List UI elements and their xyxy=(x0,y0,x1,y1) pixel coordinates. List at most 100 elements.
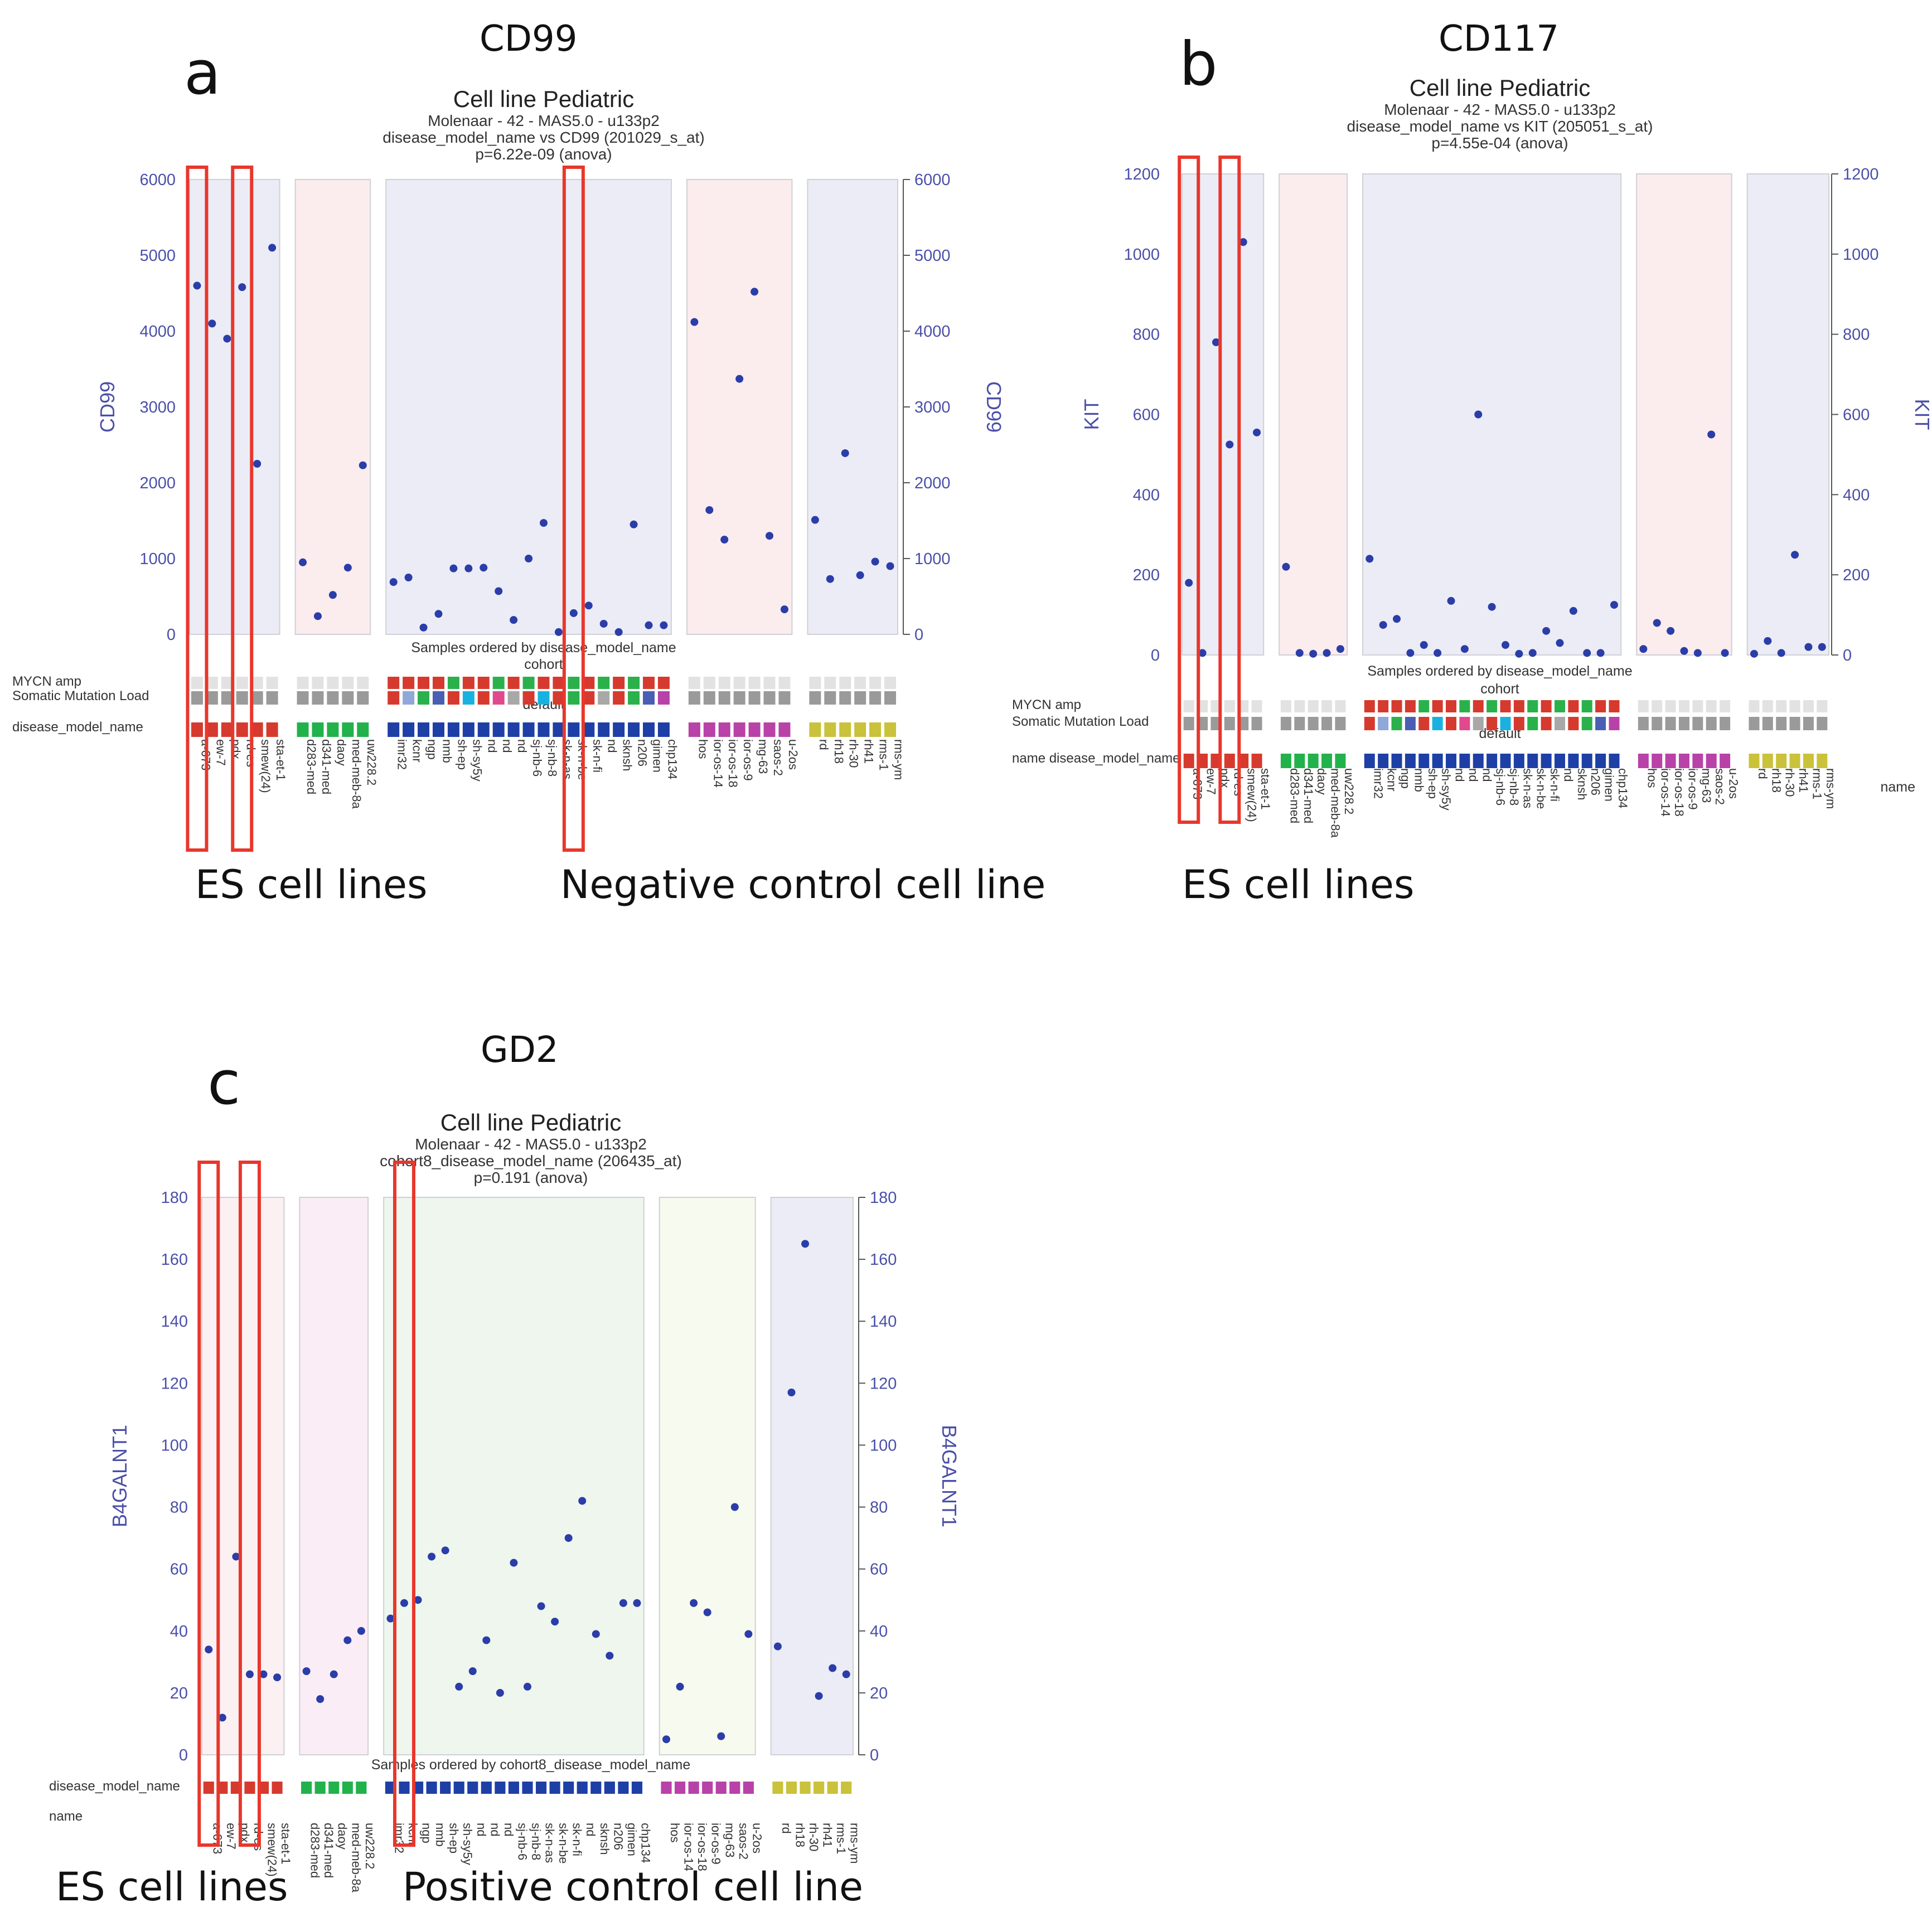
track-cell-mutation xyxy=(854,691,866,705)
data-point xyxy=(1366,555,1374,563)
track-cell-disease xyxy=(507,722,520,737)
track-cell-mycn xyxy=(1541,700,1552,712)
track-cell-mutation xyxy=(1749,717,1760,730)
data-point xyxy=(302,1667,311,1675)
data-point xyxy=(316,1695,325,1703)
track-cell-mycn xyxy=(447,677,459,689)
track-cell-disease xyxy=(1391,754,1402,768)
track-cell-disease xyxy=(553,722,565,737)
track-cell-disease xyxy=(1692,754,1703,768)
panel-b-marker: CD117 xyxy=(1439,18,1560,60)
panel-b-es-caption: ES cell lines xyxy=(1182,862,1415,908)
data-point xyxy=(400,1599,408,1607)
track-cell-mutation xyxy=(1405,717,1416,730)
sample-name: imr32 xyxy=(1371,768,1385,799)
group-band-rms xyxy=(1746,173,1829,656)
track-cell-mutation xyxy=(432,691,444,705)
sample-name: nd xyxy=(1453,768,1467,782)
sample-name: daoy xyxy=(335,739,348,766)
data-point xyxy=(1502,641,1509,649)
track-cell-disease xyxy=(492,722,505,737)
sample-name: n206 xyxy=(611,1823,625,1850)
track-cell-disease xyxy=(1678,754,1689,768)
track-cell-disease xyxy=(841,1782,852,1794)
data-point xyxy=(1336,645,1344,653)
track-cell-mycn xyxy=(583,677,595,689)
sample-name: rh-30 xyxy=(807,1823,821,1851)
data-point xyxy=(826,575,834,583)
y-tick-label-right: 1000 xyxy=(1843,246,1879,264)
track-cell-disease xyxy=(643,722,655,737)
track-cell-disease xyxy=(535,1782,547,1794)
sample-name: n206 xyxy=(1589,768,1602,795)
sample-name: nmb xyxy=(433,1823,447,1847)
y-tick-label-right: 180 xyxy=(870,1189,897,1207)
track-cell-disease xyxy=(403,722,415,737)
track-cell-disease xyxy=(809,722,821,737)
highlight-box xyxy=(186,166,209,852)
data-point xyxy=(1750,649,1758,658)
track-cell-mycn xyxy=(191,677,203,689)
sample-name: rh-30 xyxy=(847,739,861,768)
track-cell-mutation xyxy=(1568,717,1579,730)
data-point xyxy=(1693,649,1702,657)
track-cell-disease xyxy=(418,722,430,737)
track-cell-mycn xyxy=(1405,700,1416,712)
track-cell-mutation xyxy=(492,691,505,705)
data-point xyxy=(856,571,864,579)
track-cell-mycn xyxy=(1391,700,1402,712)
track-cell-mycn xyxy=(1817,700,1828,712)
track-cell-disease xyxy=(314,1782,326,1794)
track-cell-mutation xyxy=(688,691,700,705)
track-cell-disease xyxy=(301,1782,312,1794)
track-cell-disease xyxy=(1378,754,1389,768)
track-cell-mycn xyxy=(884,677,897,689)
x-axis-label: Samples ordered by disease_model_name xyxy=(1367,663,1632,679)
track-cell-mutation xyxy=(628,691,640,705)
group-band-es xyxy=(1182,173,1265,656)
track-cell-disease xyxy=(1665,754,1676,768)
data-point xyxy=(1212,338,1220,347)
sample-name: smew(24) xyxy=(265,1823,279,1877)
sample-name: ew-7 xyxy=(214,739,227,766)
track-cell-mycn xyxy=(1446,700,1457,712)
sample-name: chp134 xyxy=(638,1823,652,1863)
track-cell-mutation xyxy=(1183,717,1194,730)
track-cell-disease xyxy=(1405,754,1416,768)
track-cell-disease xyxy=(1720,754,1731,768)
track-cell-disease xyxy=(1432,754,1443,768)
track-cell-disease xyxy=(1789,754,1800,768)
data-point xyxy=(386,1614,395,1623)
track-cell-disease xyxy=(854,722,866,737)
track-cell-mutation xyxy=(462,691,474,705)
sample-name: saos-2 xyxy=(737,1823,750,1860)
data-point xyxy=(1639,645,1648,653)
track-cell-disease xyxy=(869,722,882,737)
data-point xyxy=(482,1636,491,1644)
y-axis-label-right: B4GALNT1 xyxy=(938,1425,961,1527)
track-cell-mutation xyxy=(598,691,610,705)
panel-c-control-caption: Positive control cell line xyxy=(403,1864,864,1910)
sample-name: d341-med xyxy=(322,1823,336,1878)
track-cell-disease xyxy=(1817,754,1828,768)
y-tick-label-right: 160 xyxy=(870,1251,897,1269)
sample-name: pdx xyxy=(229,739,243,759)
data-point xyxy=(1777,649,1785,657)
track-cell-mutation xyxy=(357,691,369,705)
data-point xyxy=(1420,641,1428,649)
track-cell-mycn xyxy=(297,677,309,689)
sample-name: d283-med xyxy=(308,1823,322,1878)
sample-name: sj-nb-8 xyxy=(529,1823,543,1860)
sample-name: hos xyxy=(1645,768,1659,788)
track-cell-disease xyxy=(272,1782,283,1794)
sample-name: sta-et-1 xyxy=(274,739,288,781)
track-cell-mycn xyxy=(342,677,354,689)
chart-subtitle-line: Molenaar - 42 - MAS5.0 - u133p2 xyxy=(415,1135,647,1153)
track-cell-disease xyxy=(522,722,535,737)
y-tick-label-right: 0 xyxy=(870,1746,879,1764)
track-cell-mutation xyxy=(733,691,745,705)
sample-name: ngp xyxy=(420,1823,434,1843)
chart-subtitle-line: cohort8_disease_model_name (206435_at) xyxy=(380,1152,682,1169)
data-point xyxy=(357,1627,365,1635)
